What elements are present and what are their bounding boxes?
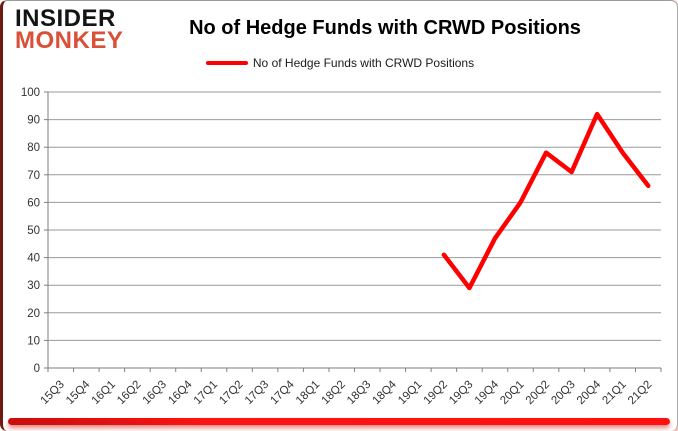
x-tick-label: 18Q4 [371,378,400,407]
y-tick-label: 50 [27,225,40,237]
logo-insider-text: INSIDER [15,5,116,32]
logo-monkey-text: MONKEY [15,27,124,55]
y-tick-label: 10 [27,335,40,347]
legend-label: No of Hedge Funds with CRWD Positions [252,56,475,70]
x-tick-label: 19Q2 [422,379,450,407]
tick-labels: 010203040506070809010015Q315Q416Q116Q216… [21,87,655,407]
x-tick-label: 18Q2 [319,379,347,407]
gridlines [48,91,661,341]
x-tick-label: 19Q1 [396,379,424,407]
series-lines [441,111,651,291]
x-tick-label: 15Q3 [39,379,67,407]
x-tick-label: 20Q2 [524,379,552,407]
chart-title: No of Hedge Funds with CRWD Positions [189,17,581,39]
y-tick-label: 40 [27,253,40,265]
insider-monkey-logo: INSIDER MONKEY [15,5,124,55]
x-tick-label: 21Q1 [600,379,628,407]
series-line-no-of-hedge-funds-with-crwd-positions [441,111,651,291]
y-tick-label: 90 [27,115,40,127]
legend: No of Hedge Funds with CRWD Positions [3,56,677,70]
y-tick-label: 100 [21,87,40,99]
x-tick-label: 19Q3 [447,379,475,407]
legend-line-swatch [205,61,248,65]
x-tick-label: 16Q1 [90,379,118,407]
x-tick-label: 20Q1 [498,379,526,407]
x-tick-label: 19Q4 [473,378,502,407]
x-tick-label: 15Q4 [64,378,93,407]
x-tick-label: 16Q4 [166,378,195,407]
x-tick-label: 20Q3 [549,379,577,407]
bottom-red-bar [8,418,670,425]
x-tick-label: 16Q2 [115,379,143,407]
y-tick-label: 80 [27,142,40,154]
axes [44,91,662,372]
x-tick-label: 17Q3 [243,379,271,407]
x-tick-label: 17Q1 [192,379,220,407]
line-chart: 010203040506070809010015Q315Q416Q116Q216… [21,87,662,407]
x-tick-label: 18Q1 [294,379,322,407]
y-tick-label: 30 [27,280,40,292]
x-tick-label: 21Q2 [626,379,654,407]
x-tick-label: 20Q4 [575,378,604,407]
x-tick-label: 17Q2 [217,379,245,407]
y-tick-label: 20 [27,308,40,320]
x-tick-label: 18Q3 [345,379,373,407]
x-tick-label: 17Q4 [268,378,297,407]
x-tick-label: 16Q3 [141,379,169,407]
y-tick-label: 0 [34,363,40,375]
y-tick-label: 60 [27,197,40,209]
y-tick-label: 70 [27,170,40,182]
